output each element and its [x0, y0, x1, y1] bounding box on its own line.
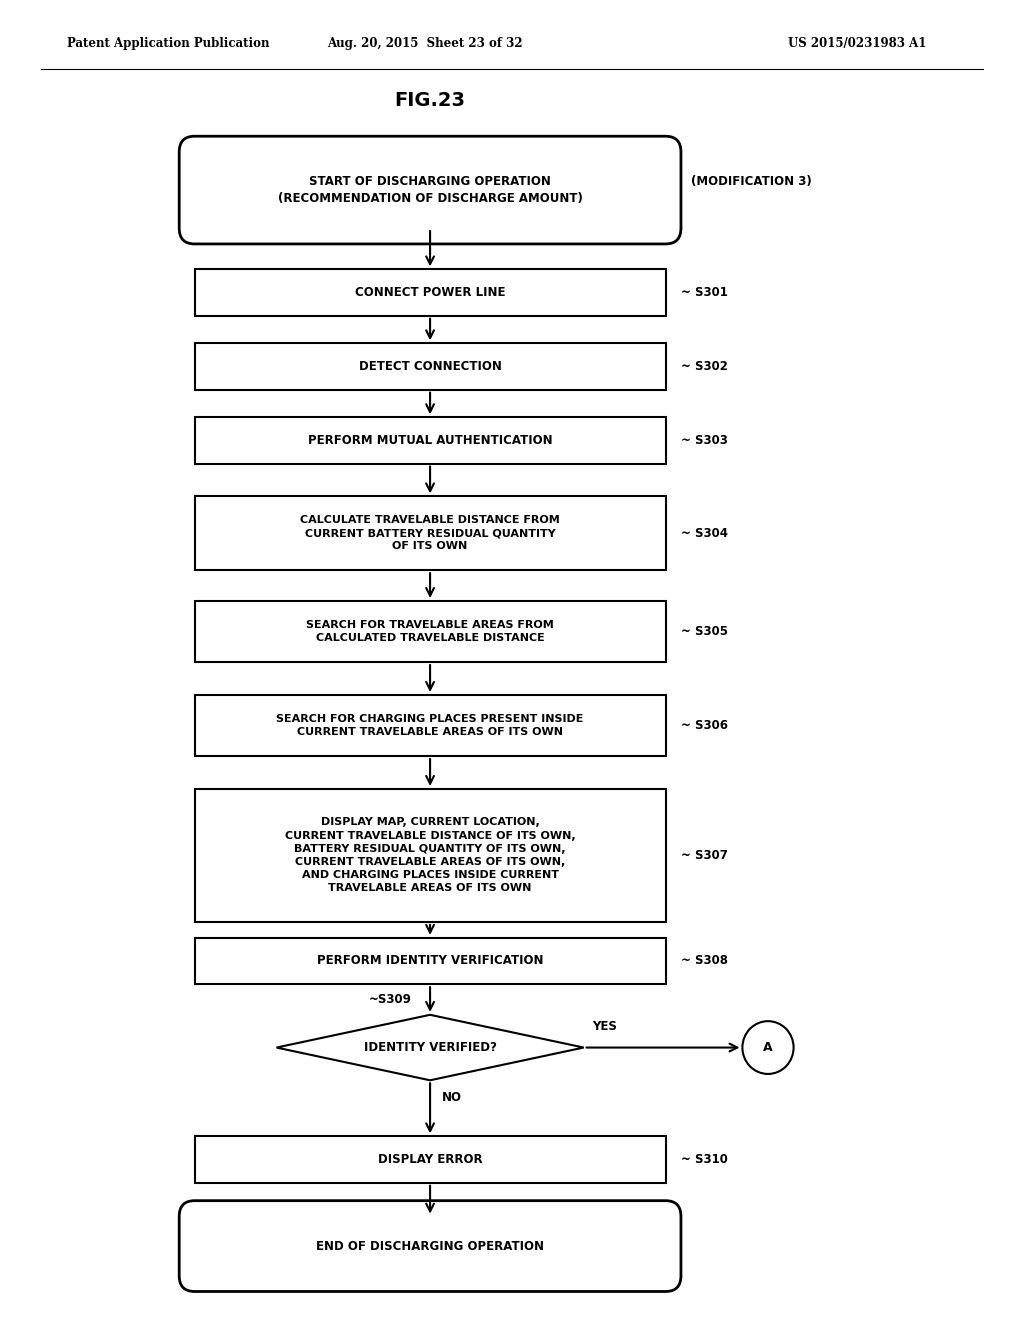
Text: CONNECT POWER LINE: CONNECT POWER LINE — [355, 286, 505, 300]
Bar — [195, 1137, 666, 1183]
Text: END OF DISCHARGING OPERATION: END OF DISCHARGING OPERATION — [316, 1239, 544, 1253]
Bar — [195, 789, 666, 921]
Text: Aug. 20, 2015  Sheet 23 of 32: Aug. 20, 2015 Sheet 23 of 32 — [327, 37, 523, 50]
Text: CALCULATE TRAVELABLE DISTANCE FROM
CURRENT BATTERY RESIDUAL QUANTITY
OF ITS OWN: CALCULATE TRAVELABLE DISTANCE FROM CURRE… — [300, 515, 560, 552]
Polygon shape — [276, 1015, 584, 1080]
Bar — [195, 417, 666, 463]
Bar — [195, 601, 666, 663]
Text: FIG.23: FIG.23 — [394, 91, 466, 110]
Text: ~ S306: ~ S306 — [681, 719, 728, 733]
Text: SEARCH FOR CHARGING PLACES PRESENT INSIDE
CURRENT TRAVELABLE AREAS OF ITS OWN: SEARCH FOR CHARGING PLACES PRESENT INSID… — [276, 714, 584, 737]
Text: DISPLAY ERROR: DISPLAY ERROR — [378, 1152, 482, 1166]
Text: ~ S303: ~ S303 — [681, 434, 728, 447]
Text: DISPLAY MAP, CURRENT LOCATION,
CURRENT TRAVELABLE DISTANCE OF ITS OWN,
BATTERY R: DISPLAY MAP, CURRENT LOCATION, CURRENT T… — [285, 817, 575, 894]
Text: ~ S301: ~ S301 — [681, 286, 728, 300]
Text: US 2015/0231983 A1: US 2015/0231983 A1 — [788, 37, 927, 50]
Text: ~ S304: ~ S304 — [681, 527, 728, 540]
Text: Patent Application Publication: Patent Application Publication — [67, 37, 269, 50]
Text: ~ S305: ~ S305 — [681, 624, 728, 638]
Text: PERFORM MUTUAL AUTHENTICATION: PERFORM MUTUAL AUTHENTICATION — [308, 434, 552, 447]
Text: ~ S302: ~ S302 — [681, 360, 728, 374]
Text: ~S309: ~S309 — [369, 994, 412, 1006]
Bar — [195, 269, 666, 315]
Text: (MODIFICATION 3): (MODIFICATION 3) — [691, 176, 812, 189]
Text: IDENTITY VERIFIED?: IDENTITY VERIFIED? — [364, 1041, 497, 1055]
Text: ~ S307: ~ S307 — [681, 849, 728, 862]
Text: NO: NO — [442, 1090, 463, 1104]
Bar — [195, 937, 666, 985]
Text: START OF DISCHARGING OPERATION
(RECOMMENDATION OF DISCHARGE AMOUNT): START OF DISCHARGING OPERATION (RECOMMEN… — [278, 176, 583, 205]
Bar — [195, 496, 666, 570]
Text: ~ S310: ~ S310 — [681, 1152, 728, 1166]
Circle shape — [742, 1022, 794, 1074]
Text: YES: YES — [592, 1020, 616, 1032]
Bar — [195, 343, 666, 389]
Bar — [195, 694, 666, 756]
Text: DETECT CONNECTION: DETECT CONNECTION — [358, 360, 502, 374]
FancyBboxPatch shape — [179, 1201, 681, 1291]
Text: A: A — [763, 1041, 773, 1055]
Text: PERFORM IDENTITY VERIFICATION: PERFORM IDENTITY VERIFICATION — [316, 954, 544, 968]
Text: ~ S308: ~ S308 — [681, 954, 728, 968]
Text: SEARCH FOR TRAVELABLE AREAS FROM
CALCULATED TRAVELABLE DISTANCE: SEARCH FOR TRAVELABLE AREAS FROM CALCULA… — [306, 620, 554, 643]
FancyBboxPatch shape — [179, 136, 681, 244]
